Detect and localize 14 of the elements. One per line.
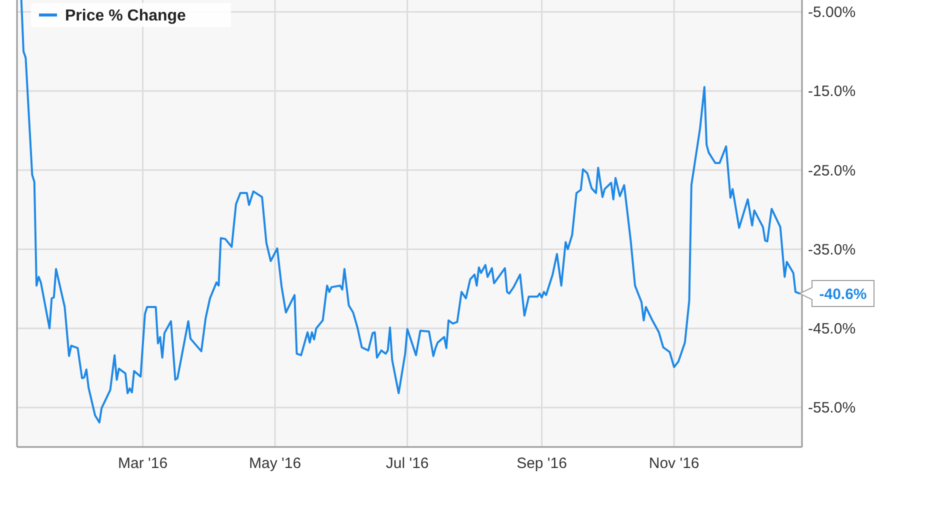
x-tick-label: Sep '16 <box>516 455 567 472</box>
y-tick-label: -5.00% <box>808 4 856 22</box>
y-tick-label: -15.0% <box>808 83 856 100</box>
y-tick-label: -45.0% <box>808 320 856 338</box>
y-tick-label: -55.0% <box>808 400 856 417</box>
y-tick-label: -35.0% <box>808 241 856 258</box>
line-series <box>20 0 801 424</box>
legend-label: Price % Change <box>65 8 186 25</box>
x-tick-label: Jul '16 <box>386 455 429 472</box>
y-tick-label: -25.0% <box>808 162 856 180</box>
x-tick-label: May '16 <box>249 455 302 472</box>
annotation: -40.6% <box>819 286 867 303</box>
x-tick-label: Nov '16 <box>648 455 700 472</box>
x-tick-label: Mar '16 <box>118 455 168 472</box>
